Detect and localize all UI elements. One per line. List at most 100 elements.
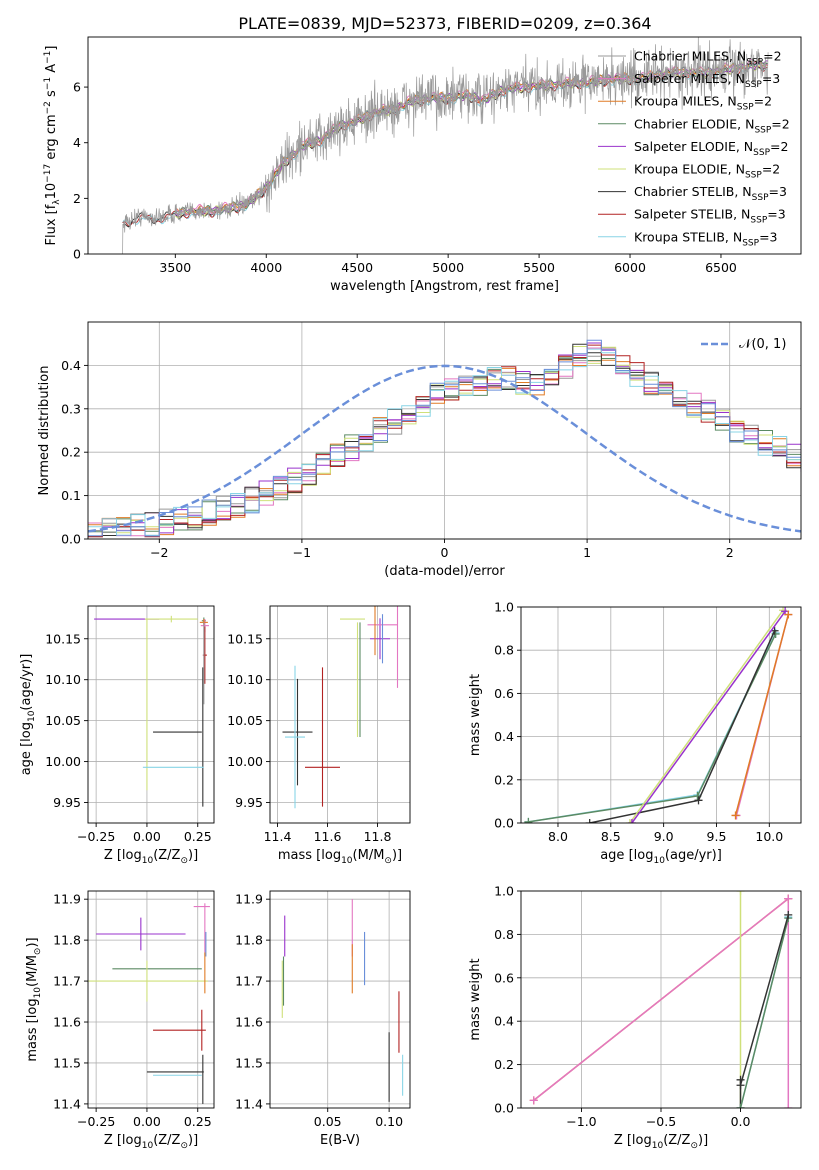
y-tick-label: 0.4 — [61, 358, 81, 373]
label-part: 10 — [44, 183, 59, 200]
x-tick-label: −1 — [293, 545, 311, 560]
x-tick-label: 8.5 — [601, 829, 621, 844]
age_vs_mass-frame: 11.4 11.6 11.8 9.95 10.00 10.05 10.10 10.15 mass… — [227, 605, 411, 866]
legend-label: Salpeter ELODIE, NSSP=2 — [634, 139, 788, 158]
mass-weight-marker — [736, 1081, 745, 1090]
y-axis-label: age [log10(age/yr)] — [19, 654, 37, 776]
mass-weight-line — [739, 917, 790, 1108]
y-tick-label: 10.00 — [227, 754, 263, 769]
spectrum-marks — [122, 37, 769, 254]
x-tick-label: 5000 — [432, 260, 464, 275]
x-tick-label: −2 — [150, 545, 168, 560]
x-axis-label: Z [log10(Z/Z⊙)] — [614, 1133, 708, 1151]
label-part: =2 — [771, 116, 789, 131]
label-part: (Z/Z — [153, 1133, 180, 1148]
label-part: ⊙ — [690, 1141, 698, 1151]
label-part: 10 — [341, 856, 353, 866]
mass_vs_EBV-marks — [281, 899, 404, 1102]
axes-frame — [87, 36, 802, 255]
mass_weight_vs_age-frame: 8.0 8.5 9.0 9.5 10.0 0.0 0.2 0.4 0.6 0.8 1.0 age [l… — [468, 600, 802, 866]
y-tick-label: 2 — [73, 191, 81, 206]
label-part: =2 — [754, 94, 772, 109]
x-axis-label: Z [log10(Z/Z⊙)] — [104, 1133, 198, 1151]
x-tick-label: 0.00 — [133, 1114, 161, 1129]
label-part: SSP — [750, 216, 767, 226]
label-part: )] — [188, 848, 198, 863]
mass-weight-marker — [731, 811, 740, 820]
x-tick-label: 0.25 — [184, 829, 212, 844]
legend-label: Salpeter STELIB, NSSP=3 — [634, 207, 786, 226]
x-tick-label: −1.0 — [566, 1114, 596, 1129]
y-tick-label: 0.8 — [494, 643, 514, 658]
residuals-marks — [88, 339, 801, 538]
y-tick-label: 11.6 — [53, 1015, 81, 1030]
label-part: Chabrier MILES, N — [634, 49, 746, 64]
label-part: SSP — [753, 148, 770, 158]
label-part: Kroupa ELODIE, N — [634, 162, 745, 177]
label-part: Kroupa MILES, N — [634, 94, 737, 109]
age_vs_mass-axes — [270, 606, 410, 823]
label-part: =2 — [762, 162, 780, 177]
label-part: (M/M — [25, 955, 40, 987]
x-tick-label: 2 — [726, 545, 734, 560]
label-part: =3 — [769, 184, 787, 199]
y-tick-label: 0.0 — [61, 532, 81, 547]
mass-weight-marker — [585, 819, 594, 823]
label-part: Kroupa STELIB, N — [634, 229, 742, 244]
legend-label: Kroupa STELIB, NSSP=3 — [634, 229, 778, 248]
legend-label: Kroupa ELODIE, NSSP=2 — [634, 162, 780, 181]
label-part: 10 — [142, 856, 154, 866]
label-part: −17 — [43, 164, 53, 183]
label-part: )] — [188, 1133, 198, 1148]
label-part: SSP — [754, 125, 771, 135]
x-tick-label: 6500 — [705, 260, 737, 275]
y-tick-label: 11.8 — [53, 933, 81, 948]
age_vs_Z-marks — [94, 615, 209, 807]
label-part: SSP — [742, 238, 759, 248]
label-part: 10 — [652, 1141, 664, 1151]
age_vs_mass-marks — [282, 606, 399, 809]
label-part: Z [log — [104, 1133, 142, 1148]
histogram-step — [88, 359, 801, 536]
label-part: )] — [698, 1133, 708, 1148]
x-axis-label: (data-model)/error — [384, 564, 505, 579]
y-tick-label: 0.4 — [494, 729, 514, 744]
mass_vs_EBV-frame: 0.05 0.10 11.4 11.5 11.6 11.7 11.8 11.9 E(B-V) — [235, 890, 411, 1148]
label-part: (age/yr)] — [19, 654, 34, 711]
age_vs_Z-axes — [88, 606, 214, 823]
mass-weight-line — [631, 610, 786, 823]
y-tick-label: 0 — [73, 247, 81, 262]
y-tick-label: 0.8 — [494, 927, 514, 942]
label-part: (Z/Z — [663, 1133, 690, 1148]
x-tick-label: −0.5 — [646, 1114, 676, 1129]
x-tick-label: 11.8 — [364, 829, 392, 844]
label-part: SSP — [737, 103, 754, 113]
x-tick-label: 0.0 — [731, 1114, 751, 1129]
y-tick-label: 9.95 — [235, 795, 263, 810]
legend-label: Salpeter MILES, NSSP=3 — [634, 71, 780, 90]
label-part: (Z/Z — [153, 848, 180, 863]
mass-weight-line — [528, 632, 777, 823]
label-part: ] — [44, 46, 59, 51]
y-tick-label: 10.05 — [45, 713, 81, 728]
label-part: −1 — [43, 51, 53, 64]
x-axis-label: Z [log10(Z/Z⊙)] — [104, 848, 198, 866]
label-part: mass weight — [468, 674, 483, 756]
y-axis-label: mass [log10(M/M⊙)] — [25, 937, 43, 1061]
label-part: 10 — [27, 710, 37, 722]
label-part: −2 — [43, 101, 53, 114]
label-part: Salpeter STELIB, N — [634, 207, 750, 222]
x-tick-label: 0.10 — [375, 1114, 403, 1129]
y-tick-label: 0.6 — [494, 970, 514, 985]
mass-weight-marker — [529, 1096, 538, 1105]
y-tick-label: 11.6 — [235, 1015, 263, 1030]
label-part: Z [log — [104, 848, 142, 863]
label-part: SSP — [745, 171, 762, 181]
label-part: SSP — [746, 58, 763, 68]
legend-label: Kroupa MILES, NSSP=2 — [634, 94, 772, 113]
label-part: mass weight — [468, 958, 483, 1040]
normal-curve — [88, 364, 801, 533]
y-tick-label: 11.8 — [235, 933, 263, 948]
y-tick-label: 11.7 — [53, 974, 81, 989]
